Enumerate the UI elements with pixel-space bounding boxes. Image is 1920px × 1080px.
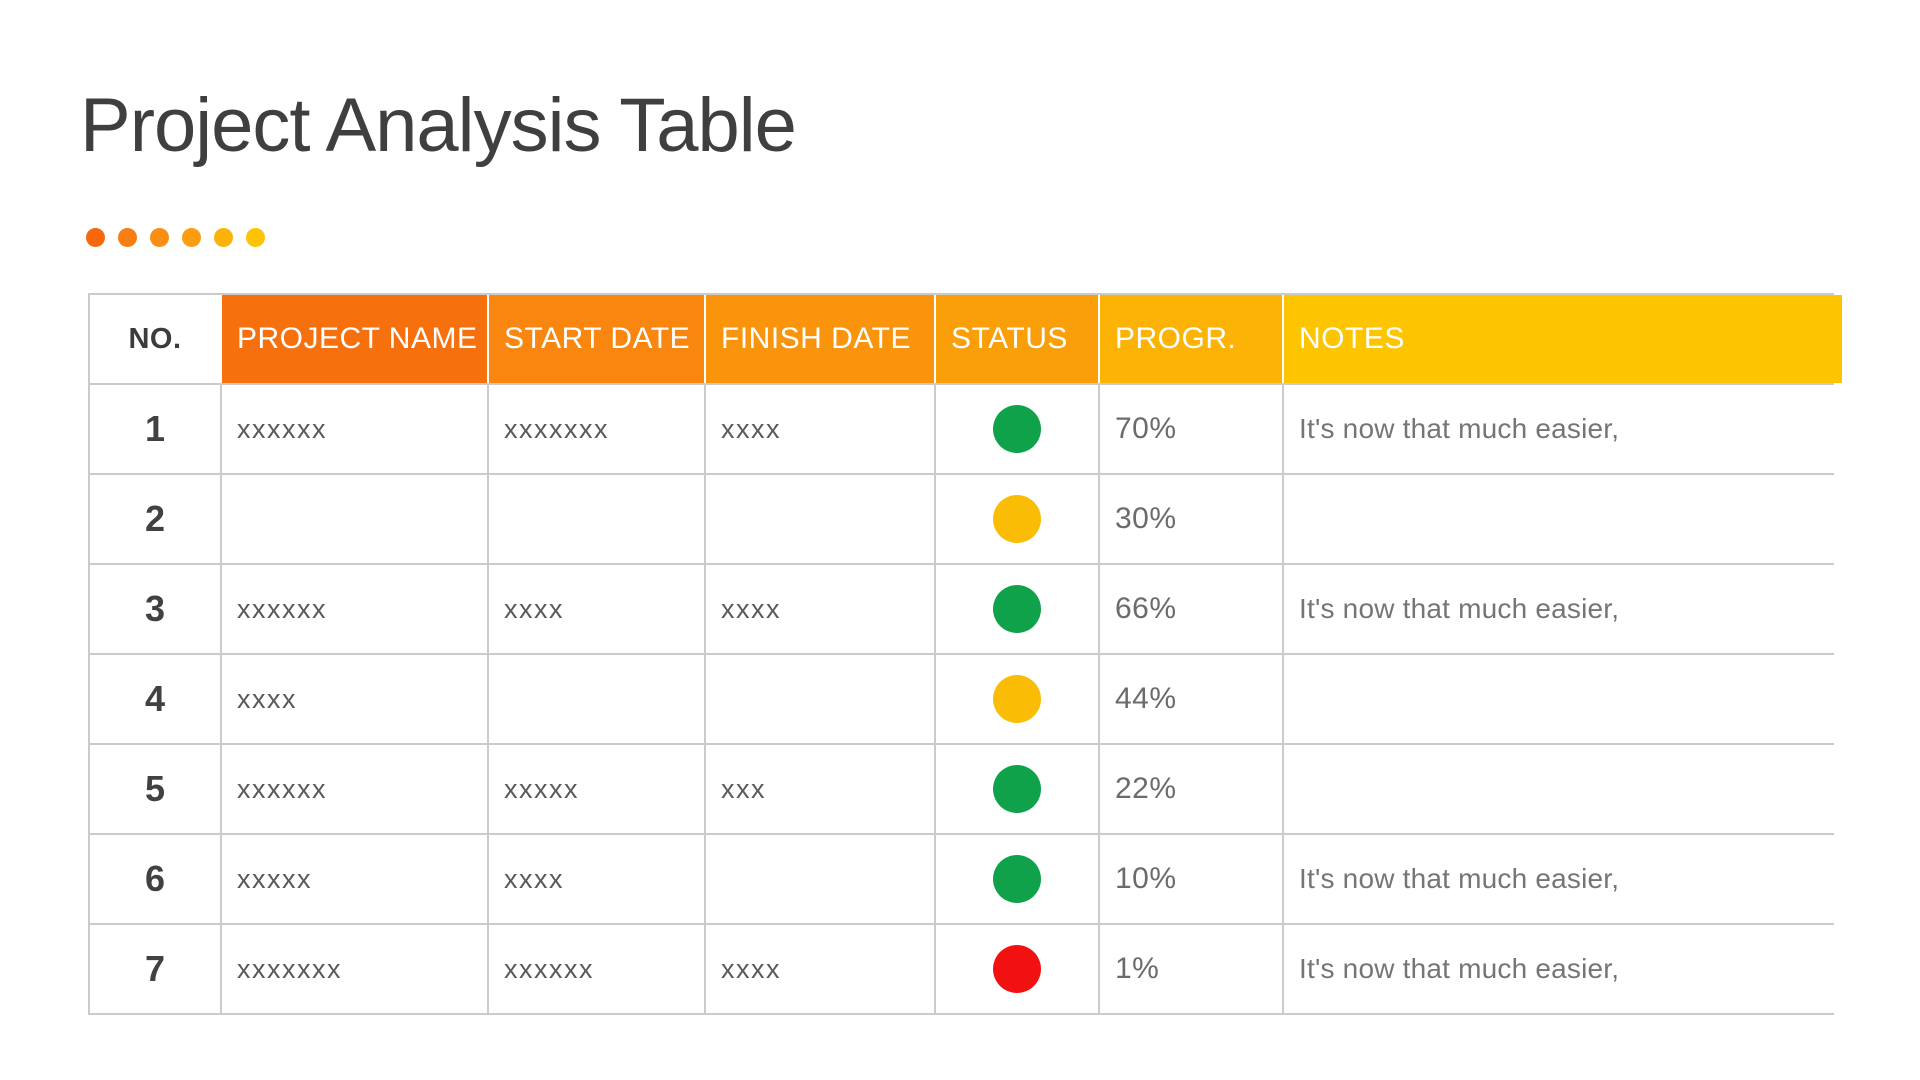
notes-cell: It's now that much easier, bbox=[1284, 925, 1842, 1013]
start-date-cell bbox=[489, 475, 704, 563]
progress-cell: 70% bbox=[1100, 385, 1282, 473]
column-header-no: NO. bbox=[90, 295, 220, 383]
project-name-cell: xxxxx bbox=[222, 835, 487, 923]
finish-date-cell bbox=[706, 475, 934, 563]
status-dot-icon bbox=[993, 675, 1041, 723]
row-number-cell: 4 bbox=[90, 655, 220, 743]
row-number-cell: 6 bbox=[90, 835, 220, 923]
project-name-cell: xxxxxx bbox=[222, 565, 487, 653]
finish-date-cell bbox=[706, 835, 934, 923]
status-dot-icon bbox=[993, 855, 1041, 903]
start-date-cell: xxxx bbox=[489, 565, 704, 653]
finish-date-cell: xxx bbox=[706, 745, 934, 833]
accent-dot bbox=[182, 228, 201, 247]
row-number-cell: 3 bbox=[90, 565, 220, 653]
column-header-notes: NOTES bbox=[1284, 295, 1842, 383]
row-number-cell: 7 bbox=[90, 925, 220, 1013]
status-dot-icon bbox=[993, 405, 1041, 453]
status-cell bbox=[936, 475, 1098, 563]
notes-cell bbox=[1284, 745, 1842, 833]
table-row: 2 30% bbox=[90, 475, 1842, 563]
progress-cell: 10% bbox=[1100, 835, 1282, 923]
project-name-cell: xxxx bbox=[222, 655, 487, 743]
progress-cell: 44% bbox=[1100, 655, 1282, 743]
accent-dot bbox=[246, 228, 265, 247]
project-analysis-table: NO. PROJECT NAME START DATE FINISH DATE STAT… bbox=[88, 293, 1842, 1015]
column-header-finish_date: FINISH DATE bbox=[706, 295, 934, 383]
status-dot-icon bbox=[993, 765, 1041, 813]
project-name-cell: xxxxxx bbox=[222, 745, 487, 833]
accent-dot bbox=[150, 228, 169, 247]
status-cell bbox=[936, 745, 1098, 833]
table-row: 3 xxxxxx xxxx xxxx 66% It's now that much eas… bbox=[90, 565, 1842, 653]
row-number-cell: 5 bbox=[90, 745, 220, 833]
accent-dot bbox=[118, 228, 137, 247]
status-dot-icon bbox=[993, 945, 1041, 993]
table-body: 1 xxxxxx xxxxxxx xxxx 70% It's now that much … bbox=[90, 383, 1842, 1013]
progress-cell: 66% bbox=[1100, 565, 1282, 653]
row-number-cell: 2 bbox=[90, 475, 220, 563]
finish-date-cell: xxxx bbox=[706, 385, 934, 473]
start-date-cell bbox=[489, 655, 704, 743]
progress-cell: 1% bbox=[1100, 925, 1282, 1013]
table-row: 6 xxxxx xxxx 10% It's now that much easier, bbox=[90, 835, 1842, 923]
accent-dot bbox=[86, 228, 105, 247]
start-date-cell: xxxxx bbox=[489, 745, 704, 833]
status-cell bbox=[936, 925, 1098, 1013]
notes-cell: It's now that much easier, bbox=[1284, 565, 1842, 653]
start-date-cell: xxxxxx bbox=[489, 925, 704, 1013]
column-header-start_date: START DATE bbox=[489, 295, 704, 383]
column-header-project_name: PROJECT NAME bbox=[222, 295, 487, 383]
column-header-progress: PROGR. bbox=[1100, 295, 1282, 383]
table-header-row: NO. PROJECT NAME START DATE FINISH DATE STAT… bbox=[90, 295, 1842, 383]
table-row: 1 xxxxxx xxxxxxx xxxx 70% It's now that much … bbox=[90, 385, 1842, 473]
project-name-cell: xxxxxx bbox=[222, 385, 487, 473]
project-name-cell bbox=[222, 475, 487, 563]
start-date-cell: xxxx bbox=[489, 835, 704, 923]
project-name-cell: xxxxxxx bbox=[222, 925, 487, 1013]
progress-cell: 22% bbox=[1100, 745, 1282, 833]
column-header-status: STATUS bbox=[936, 295, 1098, 383]
status-dot-icon bbox=[993, 585, 1041, 633]
notes-cell bbox=[1284, 655, 1842, 743]
table-row: 4 xxxx 44% bbox=[90, 655, 1842, 743]
page-title: Project Analysis Table bbox=[80, 83, 797, 168]
table-row: 7 xxxxxxx xxxxxx xxxx 1% It's now that much e… bbox=[90, 925, 1842, 1013]
status-cell bbox=[936, 565, 1098, 653]
status-dot-icon bbox=[993, 495, 1041, 543]
title-accent-dots bbox=[86, 228, 265, 247]
finish-date-cell: xxxx bbox=[706, 925, 934, 1013]
notes-cell: It's now that much easier, bbox=[1284, 385, 1842, 473]
finish-date-cell bbox=[706, 655, 934, 743]
row-number-cell: 1 bbox=[90, 385, 220, 473]
status-cell bbox=[936, 385, 1098, 473]
status-cell bbox=[936, 655, 1098, 743]
accent-dot bbox=[214, 228, 233, 247]
notes-cell: It's now that much easier, bbox=[1284, 835, 1842, 923]
progress-cell: 30% bbox=[1100, 475, 1282, 563]
finish-date-cell: xxxx bbox=[706, 565, 934, 653]
status-cell bbox=[936, 835, 1098, 923]
notes-cell bbox=[1284, 475, 1842, 563]
table-row: 5 xxxxxx xxxxx xxx 22% bbox=[90, 745, 1842, 833]
start-date-cell: xxxxxxx bbox=[489, 385, 704, 473]
